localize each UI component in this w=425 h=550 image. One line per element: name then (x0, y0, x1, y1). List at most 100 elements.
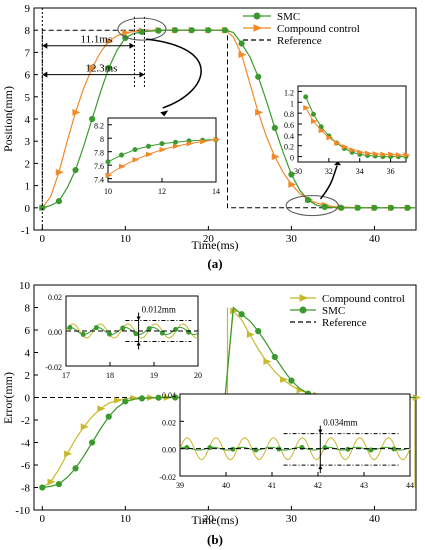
smc-point (271, 353, 278, 361)
smc-point (188, 27, 195, 34)
smc-inset-point (146, 143, 151, 149)
smc-point (371, 204, 378, 211)
band-label: 0.034mm (323, 418, 357, 428)
compound-control-inset-point (341, 144, 349, 150)
compound-control-point (47, 478, 56, 486)
panel-b-ytick-label: -2 (21, 415, 30, 427)
smc-point (55, 481, 63, 488)
inset-ytick-label: 8.2 (94, 122, 104, 131)
compound-control-point (97, 405, 106, 413)
smc-point (354, 204, 361, 211)
smc-point (321, 203, 328, 211)
compound-control-inset-point (372, 151, 380, 157)
smc-point (89, 439, 96, 446)
panel-b-ytick-label: -4 (21, 438, 31, 450)
panel-b-ytick-label: 8 (25, 303, 31, 315)
smc-inset-point (105, 159, 111, 165)
panel-a-ytick-label: 8 (25, 25, 31, 37)
panel-a-ylabel: Position(mm) (1, 86, 15, 152)
legend-label: SMC (277, 11, 300, 23)
panel-b-ytick-label: -6 (21, 460, 31, 472)
zoom-arrow (146, 38, 202, 109)
compound-control-inset-point (326, 134, 334, 141)
inset-ytick-label: 0.02 (162, 418, 176, 427)
panel-a-ytick-label: -1 (21, 225, 30, 237)
smc-inset-point (368, 447, 374, 453)
annotation-label: 11.1ms (81, 34, 113, 46)
inset-ytick-label: 0.6 (284, 121, 294, 130)
smc-inset-point (133, 331, 139, 337)
inset-ytick-label: 0.02 (48, 293, 62, 302)
inset-xtick-label: 41 (268, 481, 276, 490)
panel-a-ytick-label: 0 (25, 203, 31, 215)
smc-inset-point (159, 330, 165, 336)
smc-inset-point (345, 446, 351, 452)
inset-ytick-label: 7.4 (94, 176, 104, 185)
smc-point (39, 484, 46, 491)
compound-control-point (122, 29, 131, 37)
inset-xtick-label: 43 (360, 481, 368, 490)
inset-xtick-label: 10 (104, 187, 112, 196)
panel-a-caption: (a) (207, 256, 222, 271)
smc-point (304, 196, 312, 204)
zoom-arrow (319, 165, 338, 200)
zoom-arrowhead (333, 161, 341, 166)
compound-control-inset-point (310, 118, 318, 125)
compound-control-inset-point (173, 143, 180, 150)
inset-xtick-label: 42 (314, 481, 322, 490)
panel-a-xtick-label: 0 (40, 233, 46, 245)
compound-control-inset-point (132, 157, 140, 163)
inset-ytick-label: 0 (290, 154, 294, 163)
annotation-arrowhead-right (129, 42, 135, 49)
annotation-label: 12.3ms (85, 63, 117, 75)
zoom-ellipse (117, 17, 167, 41)
inset-b-inset-2: 39 40 41 42 43 44 -0.02 0.00 0.02 0.04 0.034mm (159, 391, 414, 490)
compound-control-point (113, 396, 122, 404)
panel-b-ytick-label: 2 (25, 370, 31, 382)
legend-label: Reference (322, 317, 367, 329)
panel-b-ytick-label: 10 (19, 280, 31, 292)
smc-point (221, 27, 229, 34)
panel-b-xtick-label: 0 (40, 513, 46, 525)
panel-a-ytick-label: 5 (25, 92, 31, 104)
panel-b-ytick-label: 0 (25, 393, 31, 405)
smc-inset-point (159, 141, 165, 147)
panel-b-caption: (b) (207, 532, 223, 547)
smc-point (172, 27, 179, 34)
smc-point (404, 204, 411, 211)
inset-ytick-label: 0.8 (284, 110, 294, 119)
annotation-arrowhead-right (139, 71, 145, 78)
legend-marker (299, 294, 309, 302)
compound-control-inset-point (364, 150, 372, 157)
smc-inset-point (132, 147, 138, 153)
smc-point (138, 395, 146, 402)
compound-control-inset-point (105, 172, 113, 179)
compound-control-inset-point (403, 152, 411, 158)
smc-point (238, 311, 245, 318)
smc-inset-point (230, 446, 236, 452)
smc-inset-point (80, 331, 86, 337)
compound-control-inset-point (119, 163, 126, 170)
smc-inset-point (93, 325, 99, 331)
panel-b-ytick-label: 4 (25, 348, 31, 360)
compound-control-point (105, 37, 114, 45)
smc-point (72, 465, 79, 472)
smc-point (138, 28, 146, 36)
smc-inset-point (318, 124, 324, 130)
panel-a-ytick-label: 2 (25, 158, 31, 170)
panel-b: 0 10 20 30 40 -10 -8 -6 -4 -2 0 2 4 6 8 10 Compound con… (1, 280, 421, 547)
smc-point (288, 171, 295, 178)
compound-control-point (72, 108, 81, 116)
compound-control-point (246, 331, 255, 338)
panel-a-ytick-label: 9 (25, 3, 31, 15)
smc-point (271, 124, 278, 131)
smc-point (288, 377, 295, 384)
panel-b-ytick-label: -10 (15, 505, 30, 517)
inset-frame (179, 393, 411, 477)
compound-control-point (55, 168, 64, 176)
compound-control-point (263, 358, 272, 365)
panel-a-xtick-label: 40 (369, 233, 381, 245)
compound-control-point (238, 51, 247, 58)
panel-b-xlabel: Time(ms) (192, 513, 239, 527)
